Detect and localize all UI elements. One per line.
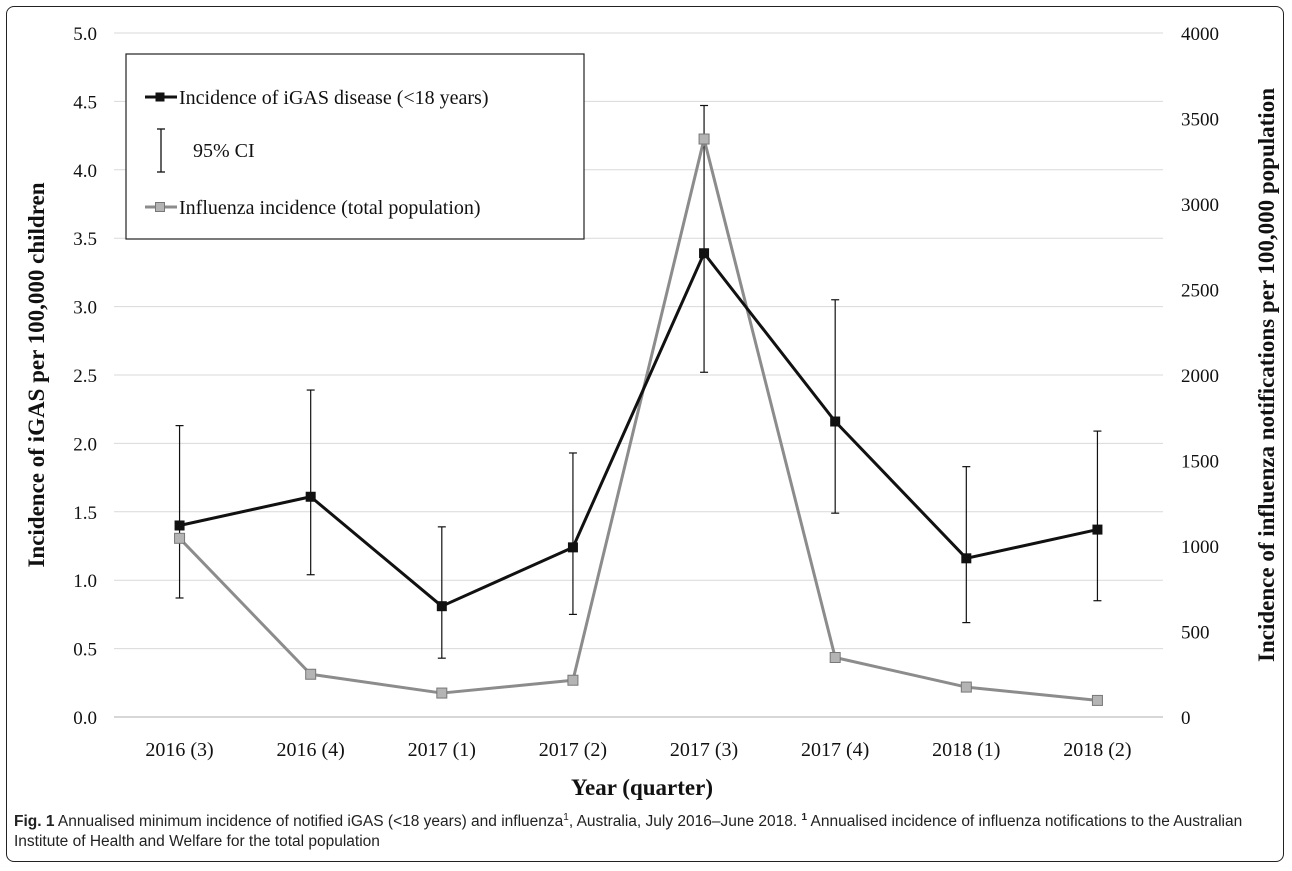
x-tick-label: 2016 (3)	[145, 739, 213, 761]
right-tick-label: 1500	[1181, 452, 1219, 473]
igas-line	[179, 251, 1098, 608]
legend-flu-label: Influenza incidence (total population)	[179, 197, 481, 219]
right-tick-label: 2500	[1181, 281, 1219, 302]
left-tick-label: 4.5	[73, 92, 97, 113]
igas-series	[174, 248, 1103, 612]
right-tick-label: 3500	[1181, 110, 1219, 131]
right-tick-label: 0	[1181, 708, 1191, 729]
igas-point	[567, 542, 578, 553]
y-axis-right-label: Incidence of influenza notifications per…	[1254, 88, 1279, 662]
right-tick-label: 1000	[1181, 537, 1219, 558]
influenza-series	[174, 133, 1103, 706]
igas-point	[174, 520, 185, 531]
igas-point	[436, 601, 447, 612]
right-tick-label: 2000	[1181, 366, 1219, 387]
x-tick-label: 2016 (4)	[277, 739, 345, 761]
ci-bar	[437, 526, 446, 659]
legend-igas-marker	[155, 92, 165, 102]
right-tick-label: 4000	[1181, 24, 1219, 45]
influenza-point	[1091, 694, 1103, 706]
left-tick-label: 2.0	[73, 434, 97, 455]
x-tick-label: 2018 (2)	[1063, 739, 1131, 761]
x-tick-label: 2017 (3)	[670, 739, 738, 761]
igas-point	[961, 553, 972, 564]
ci-error-bars	[175, 104, 1102, 659]
left-tick-label: 5.0	[73, 24, 97, 45]
legend-ci-label: 95% CI	[193, 140, 255, 162]
caption-text-2: , Australia, July 2016–June 2018.	[568, 813, 802, 830]
igas-point	[305, 491, 316, 502]
y-axis-left-label: Incidence of iGAS per 100,000 children	[24, 182, 49, 567]
left-axis-ticks: 0.0 0.5 1.0 1.5 2.0 2.5 3.0 3.5 4.0 4.5 5.0	[73, 24, 97, 729]
ci-bar	[568, 452, 577, 616]
caption-label: Fig. 1	[14, 813, 55, 830]
x-tick-label: 2018 (1)	[932, 739, 1000, 761]
igas-point	[699, 248, 710, 259]
ci-bar	[175, 425, 184, 599]
left-tick-label: 1.5	[73, 503, 97, 524]
influenza-line	[178, 137, 1098, 702]
influenza-point	[698, 133, 710, 145]
influenza-point	[305, 668, 317, 680]
dual-axis-line-chart: 0.0 0.5 1.0 1.5 2.0 2.5 3.0 3.5 4.0 4.5 5.0 0 500 10…	[24, 24, 1279, 800]
caption-text-3: Annualised incidence of influenza notifi…	[14, 813, 1243, 850]
influenza-point	[436, 687, 448, 699]
ci-bar	[831, 299, 840, 514]
ci-bar	[1093, 430, 1102, 602]
left-tick-label: 3.0	[73, 298, 97, 319]
influenza-point	[829, 651, 841, 663]
igas-point	[1092, 524, 1103, 535]
influenza-point	[567, 674, 579, 686]
right-tick-label: 500	[1181, 623, 1210, 644]
influenza-point	[174, 532, 186, 544]
left-tick-label: 2.5	[73, 366, 97, 387]
ci-bar	[700, 104, 709, 373]
caption-footnote-ref-1: 1	[563, 811, 569, 823]
legend: Incidence of iGAS disease (<18 years) 95…	[125, 53, 585, 240]
x-axis-label: Year (quarter)	[571, 775, 713, 800]
x-tick-label: 2017 (1)	[408, 739, 476, 761]
influenza-point	[960, 681, 972, 693]
legend-igas-label: Incidence of iGAS disease (<18 years)	[179, 87, 489, 109]
left-tick-label: 3.5	[73, 229, 97, 250]
right-axis-ticks: 0 500 1000 1500 2000 2500 3000 3500 4000	[1181, 24, 1219, 729]
right-tick-label: 3000	[1181, 195, 1219, 216]
legend-box	[125, 53, 585, 240]
left-tick-label: 0.0	[73, 708, 97, 729]
x-tick-label: 2017 (4)	[801, 739, 869, 761]
caption-text-1: Annualised minimum incidence of notified…	[54, 813, 564, 830]
x-axis-ticks: 2016 (3) 2016 (4) 2017 (1) 2017 (2) 2017 (3)…	[145, 739, 1131, 761]
igas-point	[830, 416, 841, 427]
ci-bar	[962, 466, 971, 624]
left-tick-label: 4.0	[73, 161, 97, 182]
ci-bar	[306, 389, 315, 576]
left-tick-label: 1.0	[73, 571, 97, 592]
figure-caption: Fig. 1 Annualised minimum incidence of n…	[14, 812, 1276, 852]
x-tick-label: 2017 (2)	[539, 739, 607, 761]
legend-flu-marker	[155, 202, 165, 212]
caption-footnote-mark: 1	[801, 811, 808, 823]
left-tick-label: 0.5	[73, 640, 97, 661]
